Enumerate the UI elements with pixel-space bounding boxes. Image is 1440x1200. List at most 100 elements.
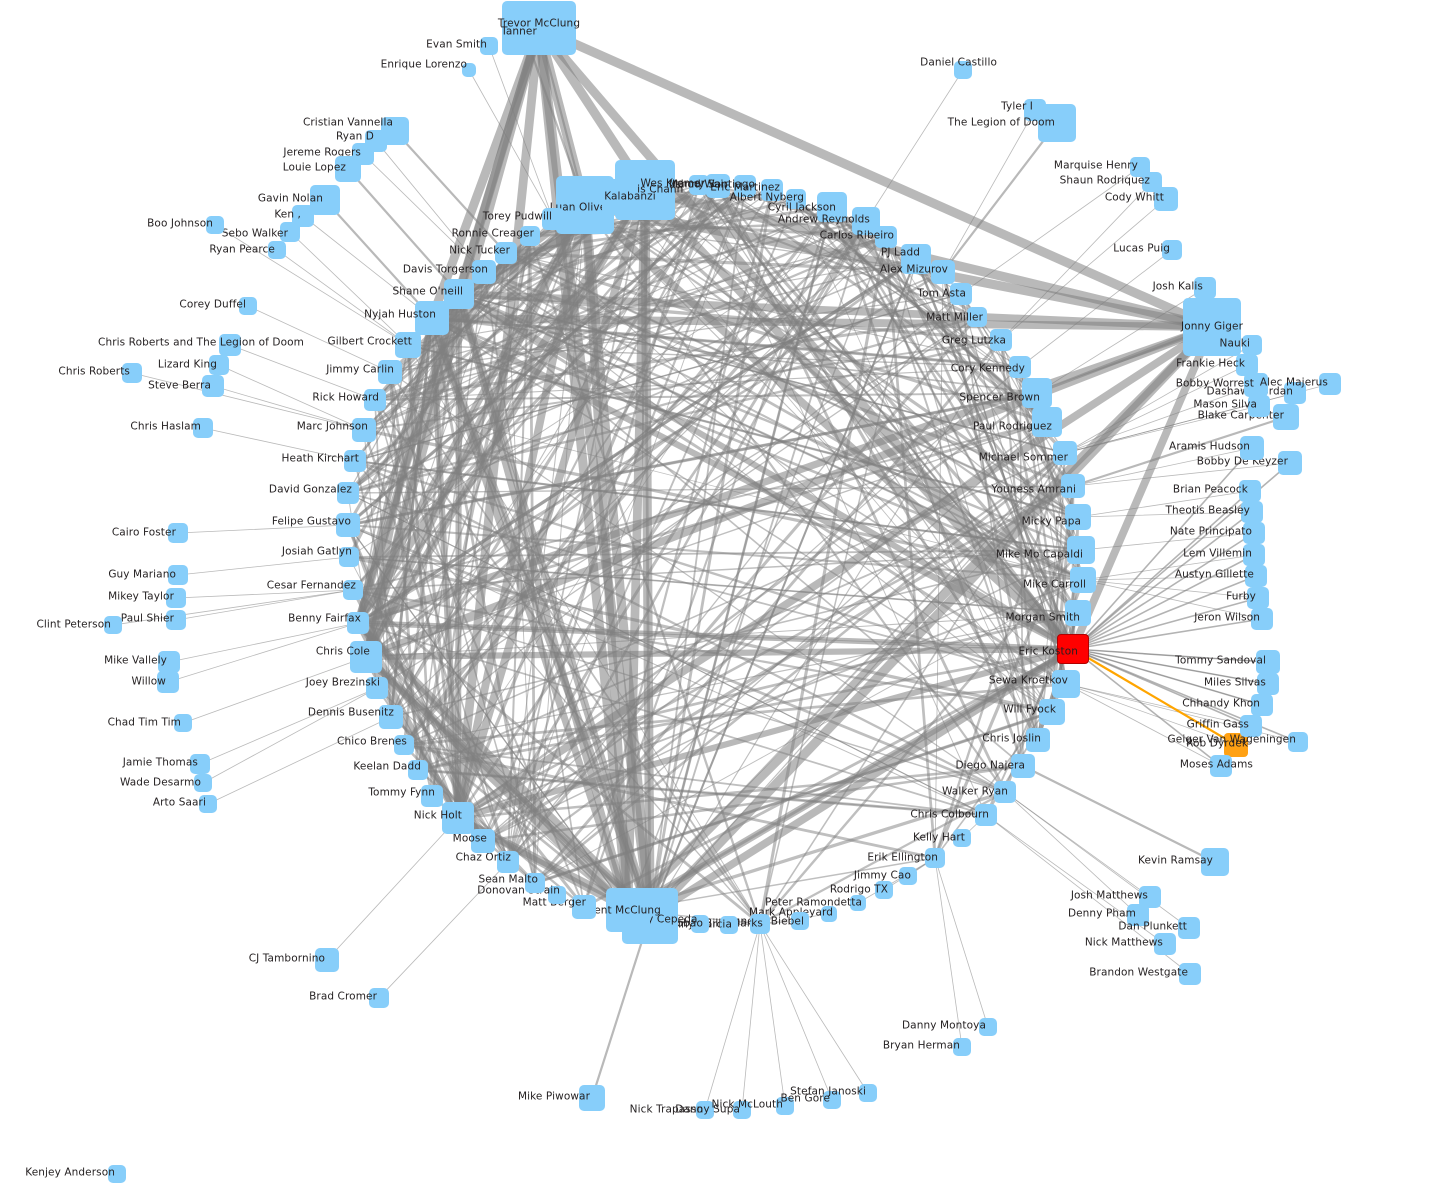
graph-node[interactable]: [268, 241, 286, 259]
graph-node[interactable]: [219, 334, 241, 356]
graph-node[interactable]: [1273, 404, 1299, 430]
graph-node[interactable]: [1052, 670, 1080, 698]
graph-node[interactable]: [364, 389, 386, 411]
graph-node[interactable]: [122, 363, 142, 383]
graph-node[interactable]: [366, 677, 388, 699]
graph-node[interactable]: [1067, 536, 1095, 564]
graph-node[interactable]: [168, 523, 188, 543]
graph-node[interactable]: [1057, 634, 1089, 664]
graph-node[interactable]: [495, 242, 517, 264]
graph-node[interactable]: [1026, 728, 1050, 752]
graph-node[interactable]: [378, 360, 402, 384]
graph-node[interactable]: [750, 914, 770, 934]
graph-node[interactable]: [1236, 354, 1258, 376]
graph-node[interactable]: [696, 1101, 714, 1119]
graph-node[interactable]: [931, 260, 955, 284]
graph-node[interactable]: [1244, 373, 1268, 397]
graph-node[interactable]: [967, 307, 987, 327]
graph-node[interactable]: [444, 279, 474, 309]
graph-node[interactable]: [1278, 451, 1302, 475]
graph-node[interactable]: [1032, 407, 1062, 437]
graph-node[interactable]: [350, 641, 382, 673]
graph-node[interactable]: [990, 329, 1012, 351]
graph-node[interactable]: [1070, 567, 1096, 593]
graph-node[interactable]: [602, 179, 638, 215]
graph-node[interactable]: [280, 222, 300, 242]
graph-node[interactable]: [1242, 335, 1262, 355]
graph-node[interactable]: [336, 513, 360, 537]
graph-node[interactable]: [1154, 933, 1176, 955]
graph-node[interactable]: [1038, 104, 1076, 142]
graph-node[interactable]: [344, 450, 366, 472]
graph-node[interactable]: [343, 580, 363, 600]
graph-node[interactable]: [1183, 298, 1241, 356]
graph-node[interactable]: [1011, 754, 1035, 778]
graph-node[interactable]: [369, 988, 389, 1008]
graph-node[interactable]: [347, 612, 369, 634]
graph-node[interactable]: [1210, 755, 1232, 777]
graph-node[interactable]: [421, 785, 443, 807]
graph-node[interactable]: [104, 616, 122, 634]
graph-node[interactable]: [859, 1084, 877, 1102]
graph-node[interactable]: [572, 895, 596, 919]
graph-node[interactable]: [776, 1097, 794, 1115]
graph-node[interactable]: [209, 355, 229, 375]
graph-node[interactable]: [1224, 733, 1248, 757]
graph-node[interactable]: [193, 418, 213, 438]
graph-node[interactable]: [292, 205, 314, 227]
graph-node[interactable]: [954, 61, 972, 79]
graph-node[interactable]: [497, 851, 519, 873]
graph-node[interactable]: [925, 848, 945, 868]
graph-node[interactable]: [190, 754, 210, 774]
graph-node[interactable]: [1178, 917, 1200, 939]
graph-node[interactable]: [1240, 436, 1264, 460]
graph-node[interactable]: [525, 873, 545, 893]
graph-node[interactable]: [1162, 240, 1182, 260]
graph-node[interactable]: [1251, 608, 1273, 630]
graph-node[interactable]: [1061, 474, 1085, 498]
graph-node[interactable]: [1127, 904, 1149, 926]
graph-node[interactable]: [335, 156, 361, 182]
graph-node[interactable]: [1022, 378, 1052, 408]
graph-node[interactable]: [1039, 699, 1065, 725]
graph-node[interactable]: [157, 671, 179, 693]
graph-node[interactable]: [158, 651, 180, 673]
graph-node[interactable]: [174, 714, 192, 732]
graph-node[interactable]: [408, 760, 428, 780]
graph-node[interactable]: [1179, 963, 1201, 985]
graph-node[interactable]: [1065, 504, 1091, 530]
graph-node[interactable]: [691, 915, 709, 933]
graph-node[interactable]: [979, 1018, 997, 1036]
graph-node[interactable]: [1065, 600, 1091, 626]
graph-node[interactable]: [1247, 587, 1269, 609]
graph-node[interactable]: [514, 27, 540, 53]
graph-node[interactable]: [579, 1085, 605, 1111]
graph-node[interactable]: [206, 216, 224, 234]
graph-node[interactable]: [1154, 187, 1178, 211]
graph-node[interactable]: [442, 802, 474, 834]
graph-node[interactable]: [875, 881, 893, 899]
graph-node[interactable]: [1319, 373, 1341, 395]
graph-node[interactable]: [850, 895, 866, 911]
graph-node[interactable]: [1201, 848, 1229, 876]
graph-node[interactable]: [166, 610, 186, 630]
graph-node[interactable]: [194, 774, 212, 792]
graph-node[interactable]: [108, 1165, 126, 1183]
graph-node[interactable]: [415, 301, 449, 335]
graph-node[interactable]: [1257, 673, 1279, 695]
graph-node[interactable]: [199, 795, 217, 813]
graph-node[interactable]: [1194, 277, 1216, 299]
graph-node[interactable]: [1139, 886, 1161, 908]
graph-node[interactable]: [689, 175, 709, 195]
graph-node[interactable]: [1248, 395, 1270, 417]
graph-node[interactable]: [606, 888, 650, 932]
graph-node[interactable]: [202, 375, 224, 397]
graph-node[interactable]: [542, 208, 564, 230]
graph-node[interactable]: [1245, 565, 1267, 587]
graph-node[interactable]: [239, 297, 257, 315]
graph-node[interactable]: [310, 185, 340, 215]
graph-node[interactable]: [352, 418, 376, 442]
graph-node[interactable]: [720, 916, 738, 934]
graph-node[interactable]: [733, 1101, 751, 1119]
graph-node[interactable]: [472, 260, 496, 284]
